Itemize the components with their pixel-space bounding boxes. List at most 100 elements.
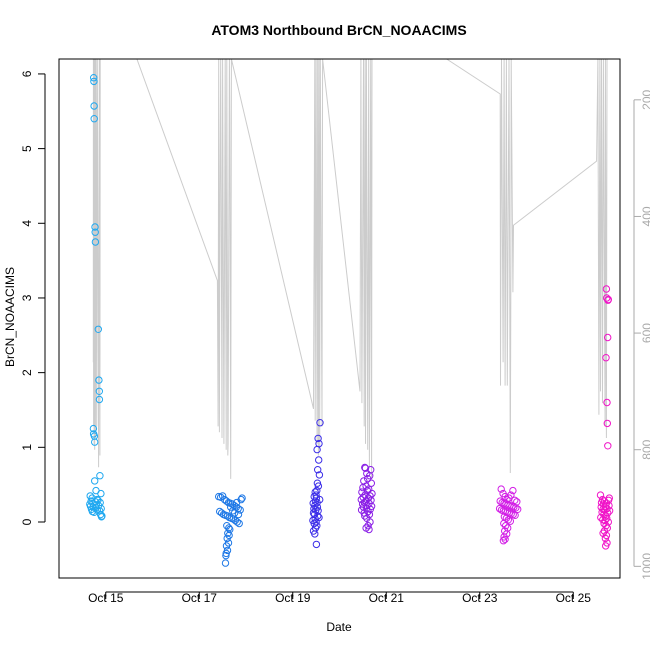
data-point — [511, 496, 519, 504]
data-point — [365, 525, 373, 534]
axes-layer: 0 1 2 3 4 5 6 Oct 15 Oct 17 Oct 19 Oct 21 Oct 23 Oct… — [20, 70, 650, 605]
data-point — [502, 522, 510, 530]
data-point — [97, 513, 106, 521]
data-point — [602, 499, 611, 507]
data-point — [603, 398, 611, 407]
right-tick-label: 400 — [640, 206, 650, 226]
data-point — [223, 512, 232, 520]
data-point — [218, 492, 227, 500]
data-point — [314, 482, 323, 490]
data-point — [364, 475, 372, 483]
data-point — [605, 507, 614, 515]
data-point — [495, 504, 504, 513]
data-point — [94, 325, 103, 333]
x-tick-label: Oct 15 — [88, 591, 124, 605]
data-point — [597, 498, 606, 507]
data-point — [222, 542, 231, 550]
data-point — [366, 505, 374, 513]
x-axis-label: Date — [326, 620, 352, 634]
data-point — [95, 387, 104, 395]
data-point — [313, 486, 321, 495]
data-point — [222, 497, 231, 505]
plot-frame — [58, 58, 621, 579]
data-point — [315, 471, 324, 479]
data-point — [603, 419, 611, 428]
y-tick-label: 4 — [20, 220, 34, 227]
x-tick-label: Oct 17 — [182, 591, 218, 605]
data-point — [86, 492, 94, 500]
data-point — [366, 518, 374, 526]
data-point — [497, 485, 505, 493]
data-point — [90, 74, 98, 82]
data-point — [602, 531, 611, 540]
data-point — [366, 492, 374, 500]
data-point — [235, 519, 243, 528]
data-point — [221, 559, 230, 567]
data-point — [232, 498, 241, 507]
secondary-line-layer — [92, 58, 608, 479]
data-point — [89, 424, 98, 433]
x-tick-label: Oct 23 — [462, 591, 498, 605]
data-point — [601, 534, 610, 543]
secondary-line — [92, 58, 608, 479]
data-point — [602, 542, 610, 550]
y-tick-label: 6 — [20, 70, 34, 77]
data-point — [234, 510, 243, 519]
data-point — [91, 238, 100, 246]
data-point — [511, 511, 519, 519]
y-tick-label: 1 — [20, 444, 34, 451]
data-point — [223, 534, 231, 543]
data-point — [316, 419, 324, 427]
data-point — [96, 472, 104, 480]
data-point — [222, 551, 230, 560]
y-tick-label: 0 — [20, 518, 34, 525]
data-point — [312, 540, 321, 549]
data-point — [309, 499, 317, 507]
right-tick-label: 800 — [640, 439, 650, 459]
right-tick-label: 600 — [640, 323, 650, 343]
data-point — [236, 506, 244, 514]
data-point — [604, 296, 612, 304]
data-point — [604, 442, 612, 450]
data-point — [229, 507, 237, 515]
data-point — [604, 333, 612, 342]
x-tick-label: Oct 19 — [275, 591, 311, 605]
data-point — [504, 516, 512, 524]
data-point — [509, 486, 517, 495]
data-point — [225, 524, 233, 532]
y-tick-label: 2 — [20, 369, 34, 376]
y-tick-label: 5 — [20, 145, 34, 152]
data-point — [91, 223, 99, 231]
data-point — [500, 519, 508, 528]
data-point — [596, 491, 605, 499]
data-point — [602, 354, 610, 362]
data-point — [496, 497, 504, 505]
data-point — [365, 510, 374, 519]
data-point — [512, 504, 520, 512]
data-point — [312, 494, 321, 502]
x-tick-label: Oct 25 — [556, 591, 592, 605]
data-point — [233, 518, 241, 526]
data-point — [361, 464, 370, 472]
x-tick-label: Oct 21 — [369, 591, 405, 605]
data-point — [90, 77, 98, 86]
data-point — [501, 535, 509, 543]
chart-title: ATOM3 Northbound BrCN_NOAACIMS — [211, 22, 466, 38]
data-point — [91, 477, 99, 485]
data-point — [217, 493, 225, 501]
data-point — [499, 537, 508, 545]
data-point — [364, 522, 372, 530]
data-point — [361, 512, 369, 520]
data-point — [315, 456, 323, 464]
data-point — [313, 445, 321, 454]
data-point — [238, 494, 246, 502]
points-layer — [86, 74, 614, 567]
data-point — [218, 509, 226, 517]
y-tick-label: 3 — [20, 294, 34, 301]
data-point — [514, 505, 522, 513]
data-point — [95, 376, 103, 384]
y-axis-label: BrCN_NOAACIMS — [3, 267, 17, 367]
data-point — [506, 517, 514, 525]
data-point — [90, 115, 98, 123]
